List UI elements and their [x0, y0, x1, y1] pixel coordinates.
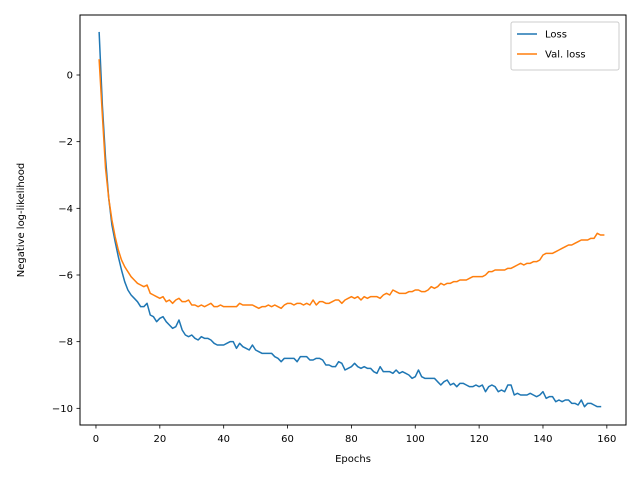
- y-axis-label: Negative log-likelihood: [16, 163, 27, 278]
- legend-label-val-loss: Val. loss: [545, 50, 586, 61]
- series-line-val-loss: [98, 59, 605, 310]
- x-tick-label: 60: [281, 434, 294, 445]
- series-line-loss: [98, 31, 602, 408]
- y-tick-label: −10: [52, 404, 73, 415]
- x-tick-label: 0: [93, 434, 99, 445]
- x-axis: 0 20 40 60 80 100 120 140 160: [93, 425, 616, 445]
- y-tick-label: 0: [67, 71, 73, 82]
- y-tick-label: −4: [58, 204, 73, 215]
- y-tick-label: −8: [58, 337, 73, 348]
- x-tick-label: 100: [406, 434, 425, 445]
- legend: Loss Val. loss: [510, 21, 620, 71]
- plot-area: [98, 31, 605, 408]
- legend-box: [510, 21, 620, 71]
- x-axis-label: Epochs: [335, 454, 371, 465]
- x-tick-label: 120: [470, 434, 489, 445]
- axes-frame: [79, 14, 627, 426]
- y-axis: −10 −8 −6 −4 −2 0: [52, 71, 80, 415]
- y-tick-label: −2: [58, 137, 73, 148]
- x-tick-label: 140: [533, 434, 552, 445]
- x-tick-label: 20: [153, 434, 166, 445]
- legend-label-loss: Loss: [545, 30, 567, 41]
- y-tick-label: −6: [58, 271, 73, 282]
- x-tick-label: 40: [217, 434, 230, 445]
- x-tick-label: 80: [345, 434, 358, 445]
- x-tick-label: 160: [597, 434, 616, 445]
